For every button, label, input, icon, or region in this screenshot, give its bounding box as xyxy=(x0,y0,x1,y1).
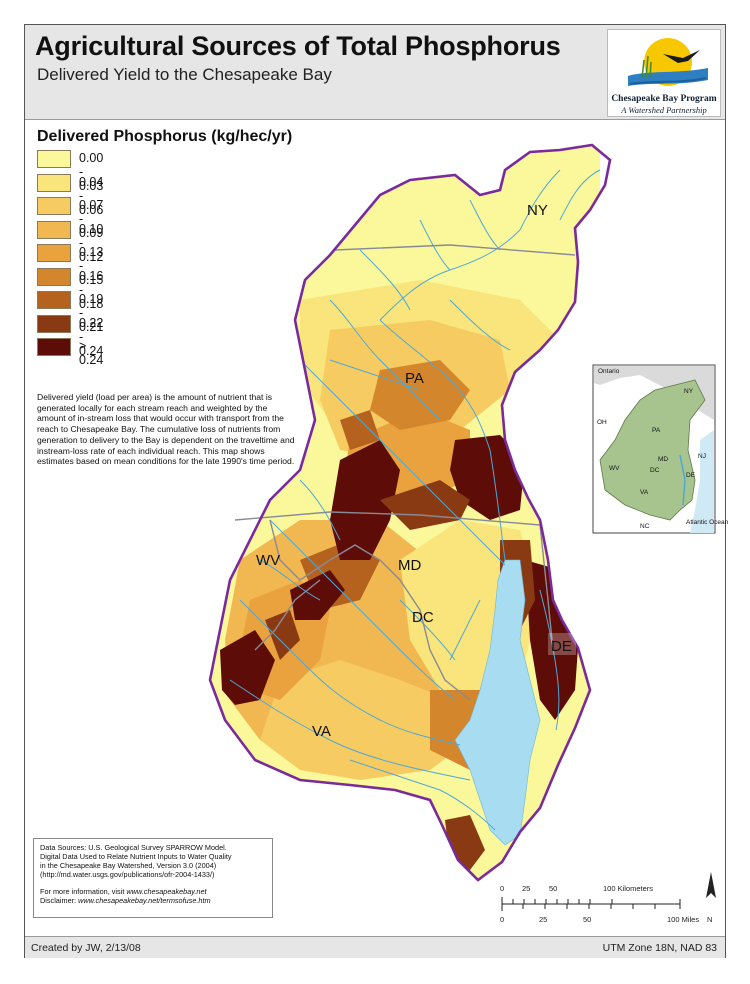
north-arrow-icon xyxy=(706,872,716,898)
inset-label-nj: NJ xyxy=(698,453,706,460)
inset-label-ontario: Ontario xyxy=(598,368,620,375)
state-label-pa: PA xyxy=(405,370,424,387)
map-header: Agricultural Sources of Total Phosphorus… xyxy=(25,25,725,120)
legend-label: 0.07 - 0.09 xyxy=(79,198,104,240)
river-network xyxy=(229,169,601,831)
legend-swatch xyxy=(37,244,71,262)
scale-km-100: 100 Kilometers xyxy=(603,884,653,893)
inset-label-oh: OH xyxy=(597,419,607,426)
state-label-ny: NY xyxy=(527,202,548,219)
disclaimer-prefix: Disclaimer: xyxy=(40,896,79,906)
sources-line-1: Data Sources: U.S. Geological Survey SPA… xyxy=(40,843,227,852)
inset-label-wv: WV xyxy=(609,465,620,472)
scale-mi-100: 100 Miles xyxy=(667,915,699,924)
inset-label-nc: NC xyxy=(640,523,650,530)
created-by: Created by JW, 2/13/08 xyxy=(31,942,141,954)
chesapeake-bay-water xyxy=(454,559,541,846)
legend-swatch xyxy=(37,314,71,333)
data-sources-box: Data Sources: U.S. Geological Survey SPA… xyxy=(33,838,273,918)
legend-swatch xyxy=(37,150,71,168)
map-subtitle: Delivered Yield to the Chesapeake Bay xyxy=(37,65,332,84)
state-label-dc: DC xyxy=(412,609,434,626)
more-info-line: For more information, visit www.chesapea… xyxy=(40,887,266,896)
legend-label: 0.10 - 0.12 xyxy=(79,221,104,264)
state-label-va: VA xyxy=(312,723,331,740)
inset-label-atlantic: Atlantic Ocean xyxy=(686,519,729,526)
legend-swatch xyxy=(37,220,71,239)
legend-label: 0.22 - 0.24 xyxy=(79,315,104,358)
disclaimer-link[interactable]: www.chesapeakebay.net/termsofuse.htm xyxy=(78,896,211,906)
legend-label: 0.04 - 0.06 xyxy=(79,174,104,217)
map-title: Agricultural Sources of Total Phosphorus xyxy=(35,31,561,61)
north-label: N xyxy=(707,915,712,924)
inset-label-va: VA xyxy=(640,489,649,496)
sources-line-3: in the Chesapeake Bay Watershed, Version… xyxy=(40,861,217,871)
projection-info: UTM Zone 18N, NAD 83 xyxy=(602,942,717,954)
legend-label: 0.16 - 0.18 xyxy=(79,268,104,311)
sources-line-2: Digital Data Used to Relate Nutrient Inp… xyxy=(40,852,232,862)
inset-label-pa: PA xyxy=(652,427,661,434)
logo-tagline: A Watershed Partnership xyxy=(621,105,707,115)
de-label-bg xyxy=(548,633,576,655)
inset-label-dc: DC xyxy=(650,467,660,474)
state-label-md: MD xyxy=(398,557,421,574)
legend-swatch xyxy=(37,338,71,356)
scale-km-25: 25 xyxy=(522,884,530,893)
map-footer: Created by JW, 2/13/08 UTM Zone 18N, NAD… xyxy=(25,936,725,958)
chesapeake-bay-program-logo: Chesapeake Bay Program A Watershed Partn… xyxy=(607,29,721,117)
scale-km-50: 50 xyxy=(549,884,557,893)
more-info-prefix: For more information, visit xyxy=(40,887,127,897)
legend-swatch xyxy=(37,291,71,309)
legend-label: 0.13 - 0.15 xyxy=(79,245,104,287)
scale-bar: 0 25 50 100 Kilometers 0 25 50 xyxy=(500,872,716,924)
inset-label-md: MD xyxy=(658,456,668,463)
legend-swatch xyxy=(37,173,71,192)
legend-title: Delivered Phosphorus (kg/hec/yr) xyxy=(37,128,293,145)
disclaimer-line: Disclaimer: www.chesapeakebay.net/termso… xyxy=(40,896,266,905)
inset-label-de: DE xyxy=(686,472,696,479)
inset-locator-map: Ontario NY PA OH MD NJ WV DC DE VA NC At… xyxy=(592,364,729,534)
legend-label: 0.00 - 0.03 xyxy=(79,151,104,193)
sources-line-4: (http://md.water.usgs.gov/publications/o… xyxy=(40,870,215,880)
state-label-de: DE xyxy=(551,638,572,655)
inset-label-ny: NY xyxy=(684,388,694,395)
state-boundaries xyxy=(234,244,576,701)
state-label-wv: WV xyxy=(256,552,280,569)
logo-name: Chesapeake Bay Program xyxy=(611,94,717,104)
scale-mi-0: 0 xyxy=(500,915,504,924)
scale-km-0: 0 xyxy=(500,884,504,893)
scale-mi-25: 25 xyxy=(539,915,547,924)
scale-mi-50: 50 xyxy=(583,915,591,924)
map-description: Delivered yield (load per area) is the a… xyxy=(37,392,295,467)
logo-emblem-icon xyxy=(628,38,708,86)
legend-label: > 0.24 xyxy=(79,339,104,367)
more-info-link[interactable]: www.chesapeakebay.net xyxy=(126,887,207,897)
legend-swatch xyxy=(37,197,71,215)
legend-swatch xyxy=(37,267,71,286)
legend-label: 0.19 - 0.21 xyxy=(79,292,104,334)
